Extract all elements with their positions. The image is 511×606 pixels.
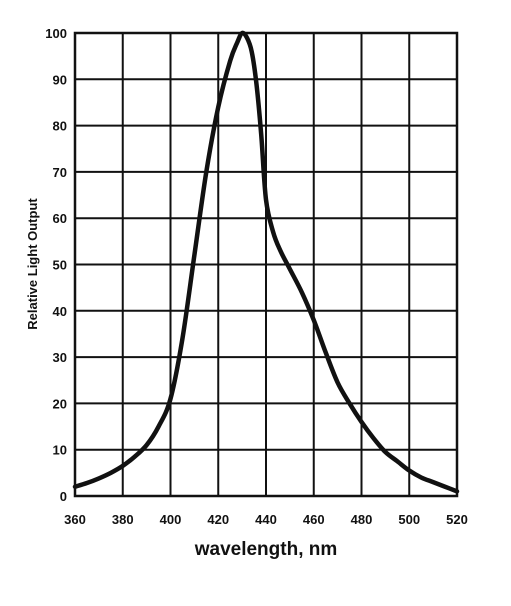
x-tick-label: 420 (207, 512, 229, 527)
y-tick-label: 100 (45, 26, 67, 41)
y-tick-label: 60 (53, 211, 67, 226)
y-tick-label: 80 (53, 119, 67, 134)
x-tick-label: 520 (446, 512, 468, 527)
x-axis-label: wavelength, nm (194, 539, 338, 560)
x-axis-ticks: 360 380 400 420 440 460 480 500 520 (64, 512, 468, 527)
y-tick-label: 20 (53, 396, 67, 411)
x-tick-label: 400 (160, 512, 182, 527)
y-tick-label: 30 (53, 350, 67, 365)
y-tick-label: 10 (53, 443, 67, 458)
x-tick-label: 480 (351, 512, 373, 527)
chart-grid (74, 32, 458, 497)
x-tick-label: 500 (398, 512, 420, 527)
x-tick-label: 360 (64, 512, 86, 527)
series-line (72, 30, 460, 494)
y-tick-label: 70 (53, 165, 67, 180)
x-tick-label: 440 (255, 512, 277, 527)
y-axis-label: Relative Light Output (25, 198, 40, 330)
x-tick-label: 380 (112, 512, 134, 527)
y-tick-label: 50 (53, 258, 67, 273)
y-tick-label: 0 (60, 489, 67, 504)
plot-frame (73, 31, 459, 498)
y-tick-label: 90 (53, 72, 67, 87)
y-tick-label: 40 (53, 304, 67, 319)
x-tick-label: 460 (303, 512, 325, 527)
y-axis-ticks: 0 10 20 30 40 50 60 70 80 90 100 (45, 26, 67, 504)
